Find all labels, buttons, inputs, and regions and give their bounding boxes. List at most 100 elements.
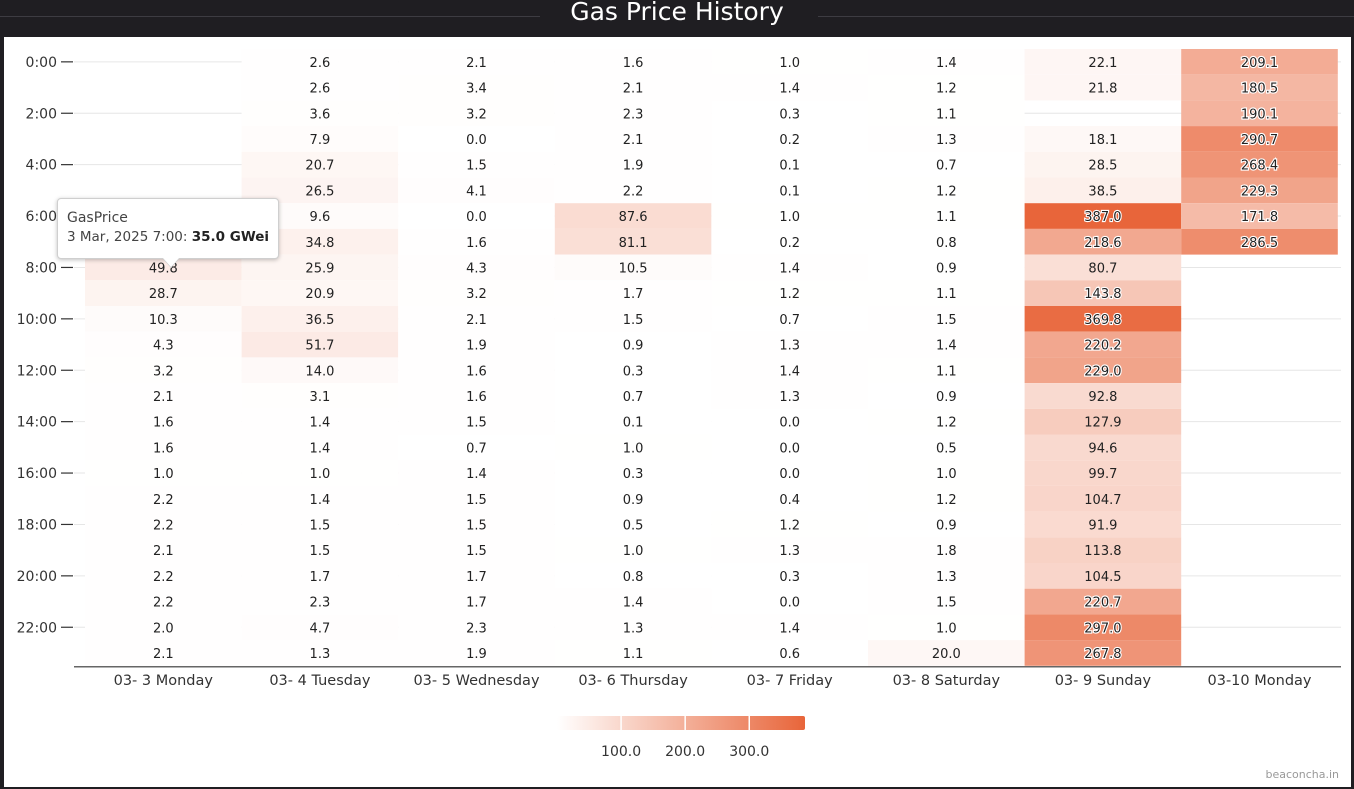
heatmap-cell[interactable] bbox=[398, 203, 555, 229]
heatmap-cell[interactable] bbox=[1024, 126, 1182, 152]
heatmap-cell[interactable] bbox=[554, 614, 712, 641]
heatmap-cell[interactable] bbox=[241, 563, 399, 589]
heatmap-cell[interactable] bbox=[554, 511, 712, 538]
heatmap-cell[interactable] bbox=[554, 460, 712, 486]
heatmap-cell[interactable] bbox=[711, 485, 868, 512]
heatmap-cell[interactable] bbox=[868, 460, 1025, 486]
heatmap-cell[interactable] bbox=[398, 434, 555, 461]
heatmap-cell[interactable] bbox=[1024, 280, 1182, 306]
gas-price-heatmap[interactable]: 35.049.828.710.34.33.22.11.61.61.02.22.2… bbox=[4, 37, 1351, 787]
heatmap-cell[interactable] bbox=[868, 588, 1025, 615]
heatmap-cell[interactable] bbox=[398, 357, 555, 384]
heatmap-cell[interactable] bbox=[868, 640, 1025, 666]
heatmap-cell[interactable] bbox=[1024, 460, 1182, 486]
heatmap-cell[interactable] bbox=[1181, 228, 1338, 255]
heatmap-cell[interactable] bbox=[1024, 511, 1182, 538]
heatmap-cell[interactable] bbox=[241, 49, 399, 75]
heatmap-cell[interactable] bbox=[1024, 177, 1182, 204]
heatmap-cell[interactable] bbox=[85, 306, 242, 332]
heatmap-cell[interactable] bbox=[711, 74, 868, 101]
heatmap-cell[interactable] bbox=[554, 100, 712, 127]
heatmap-cell[interactable] bbox=[554, 228, 712, 255]
heatmap-cell[interactable] bbox=[554, 485, 712, 512]
heatmap-cell[interactable] bbox=[398, 485, 555, 512]
heatmap-cell[interactable] bbox=[241, 485, 399, 512]
heatmap-cell[interactable] bbox=[241, 640, 399, 666]
heatmap-cell[interactable] bbox=[398, 408, 555, 435]
heatmap-cell[interactable] bbox=[1024, 563, 1182, 589]
heatmap-cell[interactable] bbox=[398, 588, 555, 615]
heatmap-cell[interactable] bbox=[868, 74, 1025, 101]
heatmap-cell[interactable] bbox=[398, 640, 555, 666]
heatmap-cell[interactable] bbox=[868, 408, 1025, 435]
credit-text[interactable]: beaconcha.in bbox=[1265, 768, 1339, 781]
heatmap-cell[interactable] bbox=[868, 177, 1025, 204]
heatmap-cell[interactable] bbox=[554, 537, 712, 563]
heatmap-cell[interactable] bbox=[398, 228, 555, 255]
heatmap-cell[interactable] bbox=[1024, 203, 1182, 229]
heatmap-cell[interactable] bbox=[868, 49, 1025, 75]
heatmap-cell[interactable] bbox=[554, 563, 712, 589]
heatmap-cell[interactable] bbox=[711, 537, 868, 563]
heatmap-cell[interactable] bbox=[1024, 306, 1182, 332]
heatmap-cell[interactable] bbox=[554, 408, 712, 435]
heatmap-cell[interactable] bbox=[711, 49, 868, 75]
heatmap-cell[interactable] bbox=[1024, 537, 1182, 563]
heatmap-cell[interactable] bbox=[398, 100, 555, 127]
heatmap-cell[interactable] bbox=[711, 614, 868, 641]
heatmap-cell[interactable] bbox=[398, 151, 555, 178]
heatmap-cell[interactable] bbox=[398, 177, 555, 204]
heatmap-cell[interactable] bbox=[85, 408, 242, 435]
heatmap-cell[interactable] bbox=[554, 280, 712, 306]
heatmap-cell[interactable] bbox=[711, 383, 868, 409]
heatmap-cell[interactable] bbox=[1024, 614, 1182, 641]
heatmap-cell[interactable] bbox=[711, 331, 868, 358]
heatmap-cell[interactable] bbox=[711, 203, 868, 229]
heatmap-cell[interactable] bbox=[554, 306, 712, 332]
heatmap-cell[interactable] bbox=[1024, 228, 1182, 255]
heatmap-cell[interactable] bbox=[1024, 49, 1182, 75]
heatmap-cell[interactable] bbox=[398, 331, 555, 358]
heatmap-cell[interactable] bbox=[85, 563, 242, 589]
heatmap-cell[interactable] bbox=[1024, 485, 1182, 512]
heatmap-cell[interactable] bbox=[868, 100, 1025, 127]
heatmap-cell[interactable] bbox=[868, 537, 1025, 563]
heatmap-cell[interactable] bbox=[85, 640, 242, 666]
heatmap-cell[interactable] bbox=[85, 485, 242, 512]
heatmap-cell[interactable] bbox=[85, 460, 242, 486]
heatmap-cell[interactable] bbox=[398, 511, 555, 538]
heatmap-cell[interactable] bbox=[1024, 383, 1182, 409]
heatmap-cell[interactable] bbox=[711, 254, 868, 281]
heatmap-cell[interactable] bbox=[85, 280, 242, 306]
heatmap-cell[interactable] bbox=[554, 254, 712, 281]
heatmap-cell[interactable] bbox=[241, 126, 399, 152]
heatmap-cell[interactable] bbox=[711, 460, 868, 486]
heatmap-cell[interactable] bbox=[868, 331, 1025, 358]
heatmap-cell[interactable] bbox=[241, 151, 399, 178]
heatmap-cell[interactable] bbox=[1181, 151, 1338, 178]
heatmap-cell[interactable] bbox=[1181, 100, 1338, 127]
heatmap-cell[interactable] bbox=[711, 151, 868, 178]
heatmap-cell[interactable] bbox=[1024, 357, 1182, 384]
heatmap-cell[interactable] bbox=[398, 126, 555, 152]
heatmap-cell[interactable] bbox=[868, 434, 1025, 461]
heatmap-cell[interactable] bbox=[398, 254, 555, 281]
heatmap-cell[interactable] bbox=[868, 126, 1025, 152]
heatmap-cell[interactable] bbox=[711, 126, 868, 152]
heatmap-cell[interactable] bbox=[1024, 254, 1182, 281]
heatmap-cell[interactable] bbox=[554, 49, 712, 75]
heatmap-cell[interactable] bbox=[398, 280, 555, 306]
heatmap-cell[interactable] bbox=[711, 563, 868, 589]
heatmap-cell[interactable] bbox=[554, 434, 712, 461]
heatmap-cell[interactable] bbox=[241, 614, 399, 641]
heatmap-cell[interactable] bbox=[85, 357, 242, 384]
heatmap-cell[interactable] bbox=[868, 151, 1025, 178]
heatmap-cell[interactable] bbox=[241, 434, 399, 461]
heatmap-cell[interactable] bbox=[241, 357, 399, 384]
heatmap-cell[interactable] bbox=[711, 100, 868, 127]
heatmap-cell[interactable] bbox=[868, 254, 1025, 281]
heatmap-cell[interactable] bbox=[711, 408, 868, 435]
heatmap-cell[interactable] bbox=[711, 640, 868, 666]
heatmap-cell[interactable] bbox=[868, 563, 1025, 589]
heatmap-cell[interactable] bbox=[398, 460, 555, 486]
